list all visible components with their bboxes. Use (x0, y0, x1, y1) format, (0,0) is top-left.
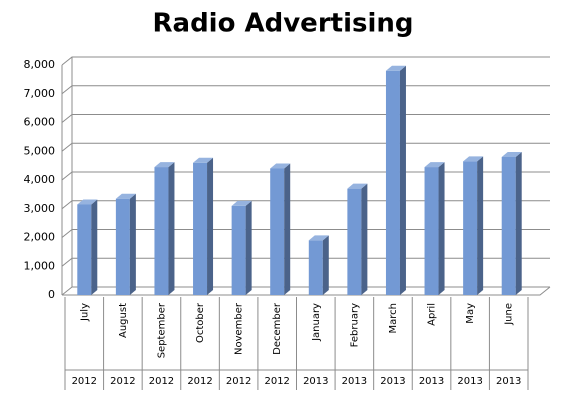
y-tick-label: 8,000 (24, 58, 56, 71)
y-tick-label: 7,000 (24, 87, 56, 100)
bar-side (91, 199, 98, 295)
bar-side (361, 183, 368, 295)
bar-top (424, 162, 445, 168)
bar (193, 157, 214, 295)
y-tick-label: 1,000 (24, 259, 56, 272)
bar-top (308, 235, 329, 241)
y-tick-label: 4,000 (24, 173, 56, 186)
x-tick-label: January (311, 303, 322, 342)
bar-front (154, 167, 169, 295)
year-label: 2012 (226, 376, 251, 387)
year-label: 2012 (110, 376, 135, 387)
bar-side (477, 156, 484, 295)
bar-front (231, 205, 246, 295)
bar (463, 156, 484, 295)
x-tick-label: May (465, 303, 476, 324)
bar-side (284, 163, 291, 295)
y-tick-label: 5,000 (24, 144, 56, 157)
bar (115, 193, 136, 295)
grid-line (61, 85, 550, 95)
y-tick-label: 2,000 (24, 231, 56, 244)
bar (77, 199, 98, 295)
bar (424, 162, 445, 295)
bar-side (515, 152, 522, 295)
bar-side (245, 200, 252, 295)
grid-line (61, 142, 550, 152)
x-tick-label: November (234, 302, 245, 355)
chart-title: Radio Advertising (153, 9, 414, 39)
bar-front (77, 204, 92, 295)
bar (501, 152, 522, 295)
bar-top (231, 200, 252, 206)
bar-front (463, 161, 478, 295)
x-tick-label: September (156, 302, 167, 358)
bar-top (385, 65, 406, 71)
bar-front (424, 167, 439, 295)
bar-front (385, 70, 400, 295)
year-label: 2013 (380, 376, 405, 387)
bar-top (270, 163, 291, 169)
year-label: 2013 (419, 376, 444, 387)
year-label: 2012 (72, 376, 97, 387)
bar-front (270, 168, 285, 295)
bar-side (207, 157, 214, 295)
bar-top (115, 193, 136, 199)
bar-side (168, 162, 175, 295)
bar-front (193, 162, 208, 295)
x-tick-label: March (388, 303, 399, 333)
bar (270, 163, 291, 295)
year-label: 2013 (342, 376, 367, 387)
x-tick-label: July (79, 303, 90, 322)
bar-front (115, 198, 130, 295)
grid-line (61, 56, 550, 66)
year-label: 2012 (264, 376, 289, 387)
bar (154, 162, 175, 295)
bar-front (501, 157, 516, 295)
year-label: 2013 (496, 376, 521, 387)
x-tick-label: April (427, 303, 438, 326)
floor (62, 286, 551, 296)
bar-top (347, 183, 368, 189)
bar-top (154, 162, 175, 168)
x-tick-label: June (504, 303, 515, 326)
x-tick-label: August (118, 303, 129, 338)
bar-front (347, 188, 362, 295)
year-label: 2012 (149, 376, 174, 387)
year-label: 2012 (187, 376, 212, 387)
bar (308, 235, 329, 295)
y-tick-label: 0 (48, 288, 55, 301)
y-tick-label: 6,000 (24, 116, 56, 129)
y-tick-label: 3,000 (24, 202, 56, 215)
year-label: 2013 (457, 376, 482, 387)
bar (231, 200, 252, 295)
bar-top (193, 157, 214, 163)
bar-side (322, 235, 329, 295)
year-label: 2013 (303, 376, 328, 387)
grid-line (61, 114, 550, 123)
bar (385, 65, 406, 295)
bar-side (399, 65, 406, 295)
x-tick-label: February (349, 303, 360, 347)
bar-front (308, 240, 323, 295)
bar-side (129, 193, 136, 295)
x-tick-label: December (272, 302, 283, 355)
bar-top (77, 199, 98, 205)
bar (347, 183, 368, 295)
bar-side (438, 162, 445, 295)
bar-top (463, 156, 484, 162)
x-tick-label: October (195, 302, 206, 343)
bar-top (501, 152, 522, 157)
